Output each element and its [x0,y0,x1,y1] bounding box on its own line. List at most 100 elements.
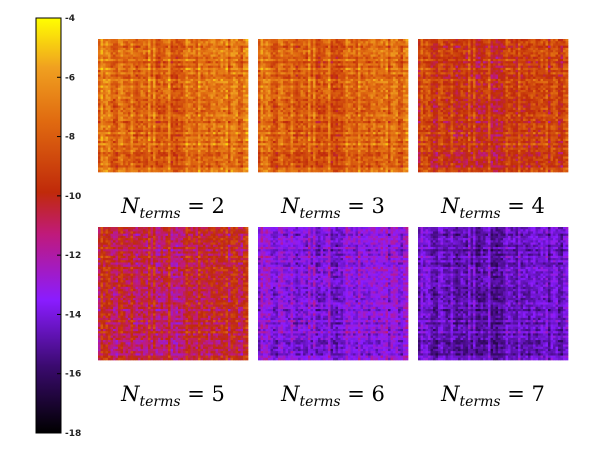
colorbar: -4-6-8-10-12-14-16-18 [36,14,81,439]
heatmap-cell [156,70,159,73]
heatmap-cell [188,143,191,146]
heatmap-cell [136,41,139,44]
heatmap-cell [213,39,216,42]
heatmap-cell [101,55,104,58]
heatmap-cell [206,128,209,131]
heatmap-cell [108,77,111,80]
heatmap-cell [161,141,164,144]
heatmap-cell [193,152,196,155]
heatmap-cell [386,86,389,89]
heatmap-cell [156,163,159,166]
heatmap-cell [223,168,226,171]
heatmap-cell [166,154,169,157]
heatmap-cell [228,119,231,122]
heatmap-cell [131,61,134,64]
heatmap-cell [116,83,119,86]
heatmap-cell [223,114,226,117]
heatmap-cell [393,61,396,64]
heatmap-cell [336,59,339,62]
heatmap-cell [396,61,399,64]
heatmap-cell [268,48,271,51]
heatmap-cell [211,99,214,102]
heatmap-cell [318,63,321,66]
heatmap-cell [278,79,281,82]
heatmap-cell [116,86,119,89]
heatmap-cell [211,86,214,89]
heatmap-cell [206,110,209,113]
heatmap-cell [323,48,326,51]
heatmap-cell [208,119,211,122]
heatmap-cell [108,43,111,46]
heatmap-cell [403,43,406,46]
heatmap-cell [143,83,146,86]
heatmap-cell [113,92,116,95]
heatmap-cell [233,41,236,44]
heatmap-cell [148,48,151,51]
heatmap-cell [153,128,156,131]
heatmap-cell [228,121,231,124]
heatmap-cell [236,83,239,86]
heatmap-cell [183,165,186,168]
heatmap-cell [186,52,189,55]
heatmap-cell [186,101,189,104]
heatmap-cell [148,79,151,82]
heatmap-cell [228,152,231,155]
heatmap-cell [213,106,216,109]
heatmap-cell [176,92,179,95]
heatmap-cell [216,52,219,55]
heatmap-cell [358,88,361,91]
heatmap-cell [241,125,244,128]
heatmap-cell [118,154,121,157]
heatmap-cell [351,68,354,71]
heatmap-cell [191,150,194,153]
heatmap-cell [181,163,184,166]
heatmap-cell [138,145,141,148]
heatmap-cell [346,46,349,49]
heatmap-cell [206,68,209,71]
heatmap-cell [403,39,406,42]
heatmap-cell [118,68,121,71]
heatmap-cell [101,139,104,142]
heatmap-cell [358,74,361,77]
heatmap-cell [231,72,234,75]
heatmap-cell [103,41,106,44]
heatmap-cell [276,50,279,53]
heatmap-cell [231,130,234,133]
heatmap-cell [183,90,186,93]
heatmap-cell [378,68,381,71]
heatmap-cell [138,130,141,133]
heatmap-cell [113,90,116,93]
heatmap-cell [171,103,174,106]
heatmap-cell [243,165,246,168]
heatmap-cell [213,156,216,159]
heatmap-cell [146,110,149,113]
heatmap-cell [208,103,211,106]
heatmap-cell [141,70,144,73]
heatmap-cell [233,163,236,166]
heatmap-cell [148,163,151,166]
heatmap-cell [191,68,194,71]
heatmap-cell [271,81,274,84]
heatmap-cell [331,63,334,66]
heatmap-cell [163,110,166,113]
heatmap-cell [153,66,156,69]
heatmap-cell [238,132,241,135]
heatmap-cell [226,168,229,171]
heatmap-cell [376,61,379,64]
heatmap-cell [146,88,149,91]
heatmap-cell [363,46,366,49]
heatmap-cell [221,94,224,97]
heatmap-cell [238,94,241,97]
heatmap-cell [353,72,356,75]
heatmap-cell [201,125,204,128]
heatmap-cell [181,70,184,73]
heatmap-cell [168,55,171,58]
heatmap-cell [318,79,321,82]
heatmap-cell [278,57,281,60]
heatmap-cell [103,130,106,133]
heatmap-cell [186,46,189,49]
heatmap-cell [123,88,126,91]
heatmap-cell [181,57,184,60]
heatmap-cell [231,148,234,151]
heatmap-cell [163,117,166,120]
